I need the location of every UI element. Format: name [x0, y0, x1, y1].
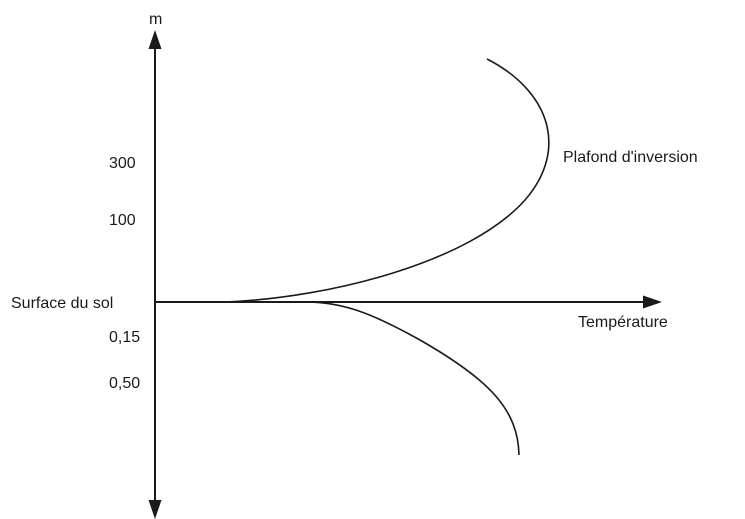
- tick-label-0-50: 0,50: [109, 375, 140, 392]
- tick-label-0-15: 0,15: [109, 329, 140, 346]
- vertical-axis-up-arrow-icon: [148, 30, 162, 49]
- soil-temperature-profile-curve: [299, 301, 520, 456]
- air-temperature-profile-curve: [224, 58, 550, 303]
- vertical-axis-down-arrow-icon: [148, 500, 162, 519]
- curve-label: Plafond d'inversion: [563, 149, 698, 166]
- horizontal-axis-arrow-icon: [643, 295, 662, 309]
- ground-surface-label: Surface du sol: [11, 295, 113, 312]
- tick-label-300: 300: [109, 155, 136, 172]
- tick-label-100: 100: [109, 212, 136, 229]
- horizontal-axis-label: Température: [578, 314, 668, 331]
- vertical-axis-unit-label: m: [149, 11, 162, 28]
